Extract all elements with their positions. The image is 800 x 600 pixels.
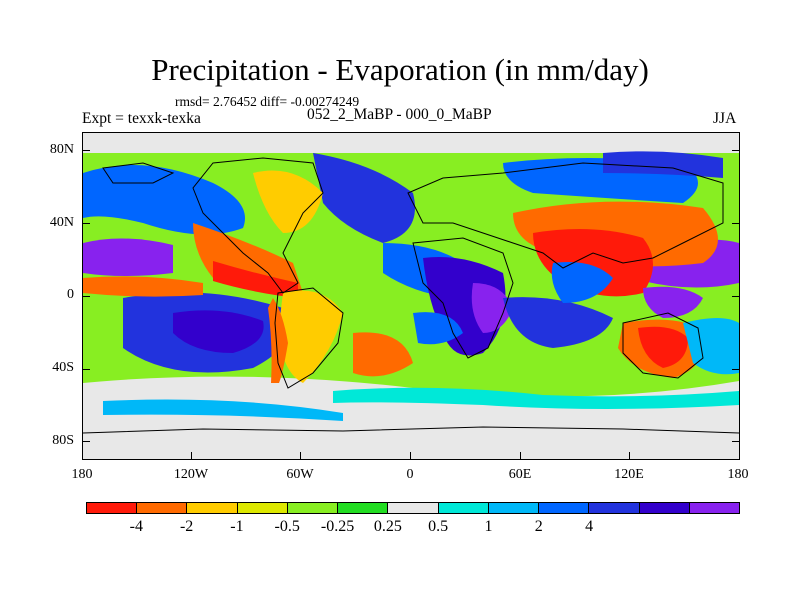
colorbar-label: 0.25 — [373, 518, 402, 535]
coastlines — [83, 157, 739, 434]
lat-label-40s: 40S — [52, 360, 74, 375]
andes-orange — [268, 298, 288, 383]
antarctic-band — [83, 429, 739, 459]
precip-evap-map — [82, 132, 740, 460]
experiment-label: Expt = texxk-texka — [82, 110, 201, 127]
southern-ocean-blue — [103, 399, 343, 421]
lat-tick-right — [732, 369, 740, 370]
australia-red — [638, 326, 688, 368]
lat-tick — [82, 296, 90, 297]
maritime-continent-purple — [643, 286, 703, 318]
colorbar-swatch — [338, 503, 389, 513]
lon-tick — [300, 452, 301, 460]
lon-label-180e: 180 — [727, 467, 749, 482]
lon-tick — [191, 452, 192, 460]
lat-tick — [82, 150, 90, 151]
southern-ocean-cyan — [333, 387, 739, 409]
lat-tick-right — [732, 150, 740, 151]
lat-label-40n: 40N — [49, 215, 74, 230]
colorbar-swatch — [137, 503, 188, 513]
colorbar-swatch — [87, 503, 138, 513]
lon-tick — [629, 452, 630, 460]
map-title: Precipitation - Evaporation (in mm/day) — [151, 52, 649, 87]
colorbar-swatch — [438, 503, 489, 513]
colorbar — [86, 502, 740, 514]
colorbar-label: -0.25 — [320, 518, 355, 535]
lon-label-120w: 120W — [173, 467, 209, 482]
season-label: JJA — [713, 110, 737, 127]
colorbar-label: -4 — [129, 518, 143, 535]
colorbar-label: 2 — [534, 518, 543, 535]
lat-label-80s: 80S — [52, 433, 74, 448]
colorbar-swatch — [539, 503, 590, 513]
colorbar-label: 1 — [484, 518, 493, 535]
lon-tick — [520, 452, 521, 460]
lat-tick-right — [732, 296, 740, 297]
central-africa-purple — [471, 283, 513, 333]
lat-tick — [82, 441, 90, 442]
north-america-outline — [192, 157, 324, 294]
colorbar-label: 4 — [585, 518, 594, 535]
lat-label-0: 0 — [67, 287, 74, 302]
colorbar-swatch — [237, 503, 288, 513]
lon-label-180w: 180 — [71, 467, 93, 482]
south-america-yellow — [278, 290, 343, 383]
north-america-yellow — [253, 170, 323, 233]
lon-label-60e: 60E — [508, 467, 532, 482]
colorbar-swatch — [689, 503, 740, 513]
colorbar-swatch — [639, 503, 690, 513]
rmsd-diff-stats: rmsd= 2.76452 diff= -0.00274249 — [175, 94, 360, 109]
indian-ocean-blue — [503, 297, 613, 348]
lon-label-0: 0 — [406, 467, 414, 482]
lon-tick — [410, 452, 411, 460]
colorbar-swatch — [287, 503, 339, 513]
lon-label-120e: 120E — [614, 467, 644, 482]
australia-outline — [622, 312, 704, 379]
lat-tick-right — [732, 441, 740, 442]
map-field — [83, 133, 739, 459]
experiment-names: 052_2_MaBP - 000_0_MaBP — [307, 106, 492, 123]
lon-label-60w: 60W — [286, 467, 314, 482]
arctic-asia-blue — [603, 151, 723, 178]
lat-label-80n: 80N — [49, 142, 74, 157]
southern-ocean-neutral — [83, 376, 739, 433]
alaska-outline — [102, 162, 175, 184]
colorbar-swatch — [187, 503, 238, 513]
africa-outline — [412, 237, 514, 359]
arctic-band — [83, 133, 739, 153]
eurasia-outline — [407, 162, 724, 269]
lat-tick-right — [732, 223, 740, 224]
colorbar-label: -1 — [230, 518, 244, 535]
north-atlantic-blue — [313, 153, 415, 243]
colorbar-swatch — [488, 503, 540, 513]
southwest-pacific-cyan — [683, 318, 739, 375]
west-pacific-purple — [83, 238, 173, 276]
colorbar-label: -2 — [179, 518, 194, 535]
colorbar-label: -0.5 — [274, 518, 300, 535]
south-atlantic-orange — [353, 332, 413, 377]
equatorial-pacific-orange — [83, 276, 203, 297]
lat-tick — [82, 369, 90, 370]
south-atlantic-blue — [413, 312, 463, 345]
colorbar-swatch — [589, 503, 640, 513]
south-pacific-core — [173, 310, 264, 353]
lat-tick — [82, 223, 90, 224]
antarctica-outline — [83, 426, 739, 434]
south-america-outline — [274, 287, 344, 389]
bay-of-bengal-blue — [551, 262, 613, 303]
colorbar-label: 0.5 — [428, 518, 449, 535]
colorbar-swatch — [388, 503, 439, 513]
central-america-red — [213, 261, 298, 298]
north-pacific-blue — [83, 165, 245, 235]
